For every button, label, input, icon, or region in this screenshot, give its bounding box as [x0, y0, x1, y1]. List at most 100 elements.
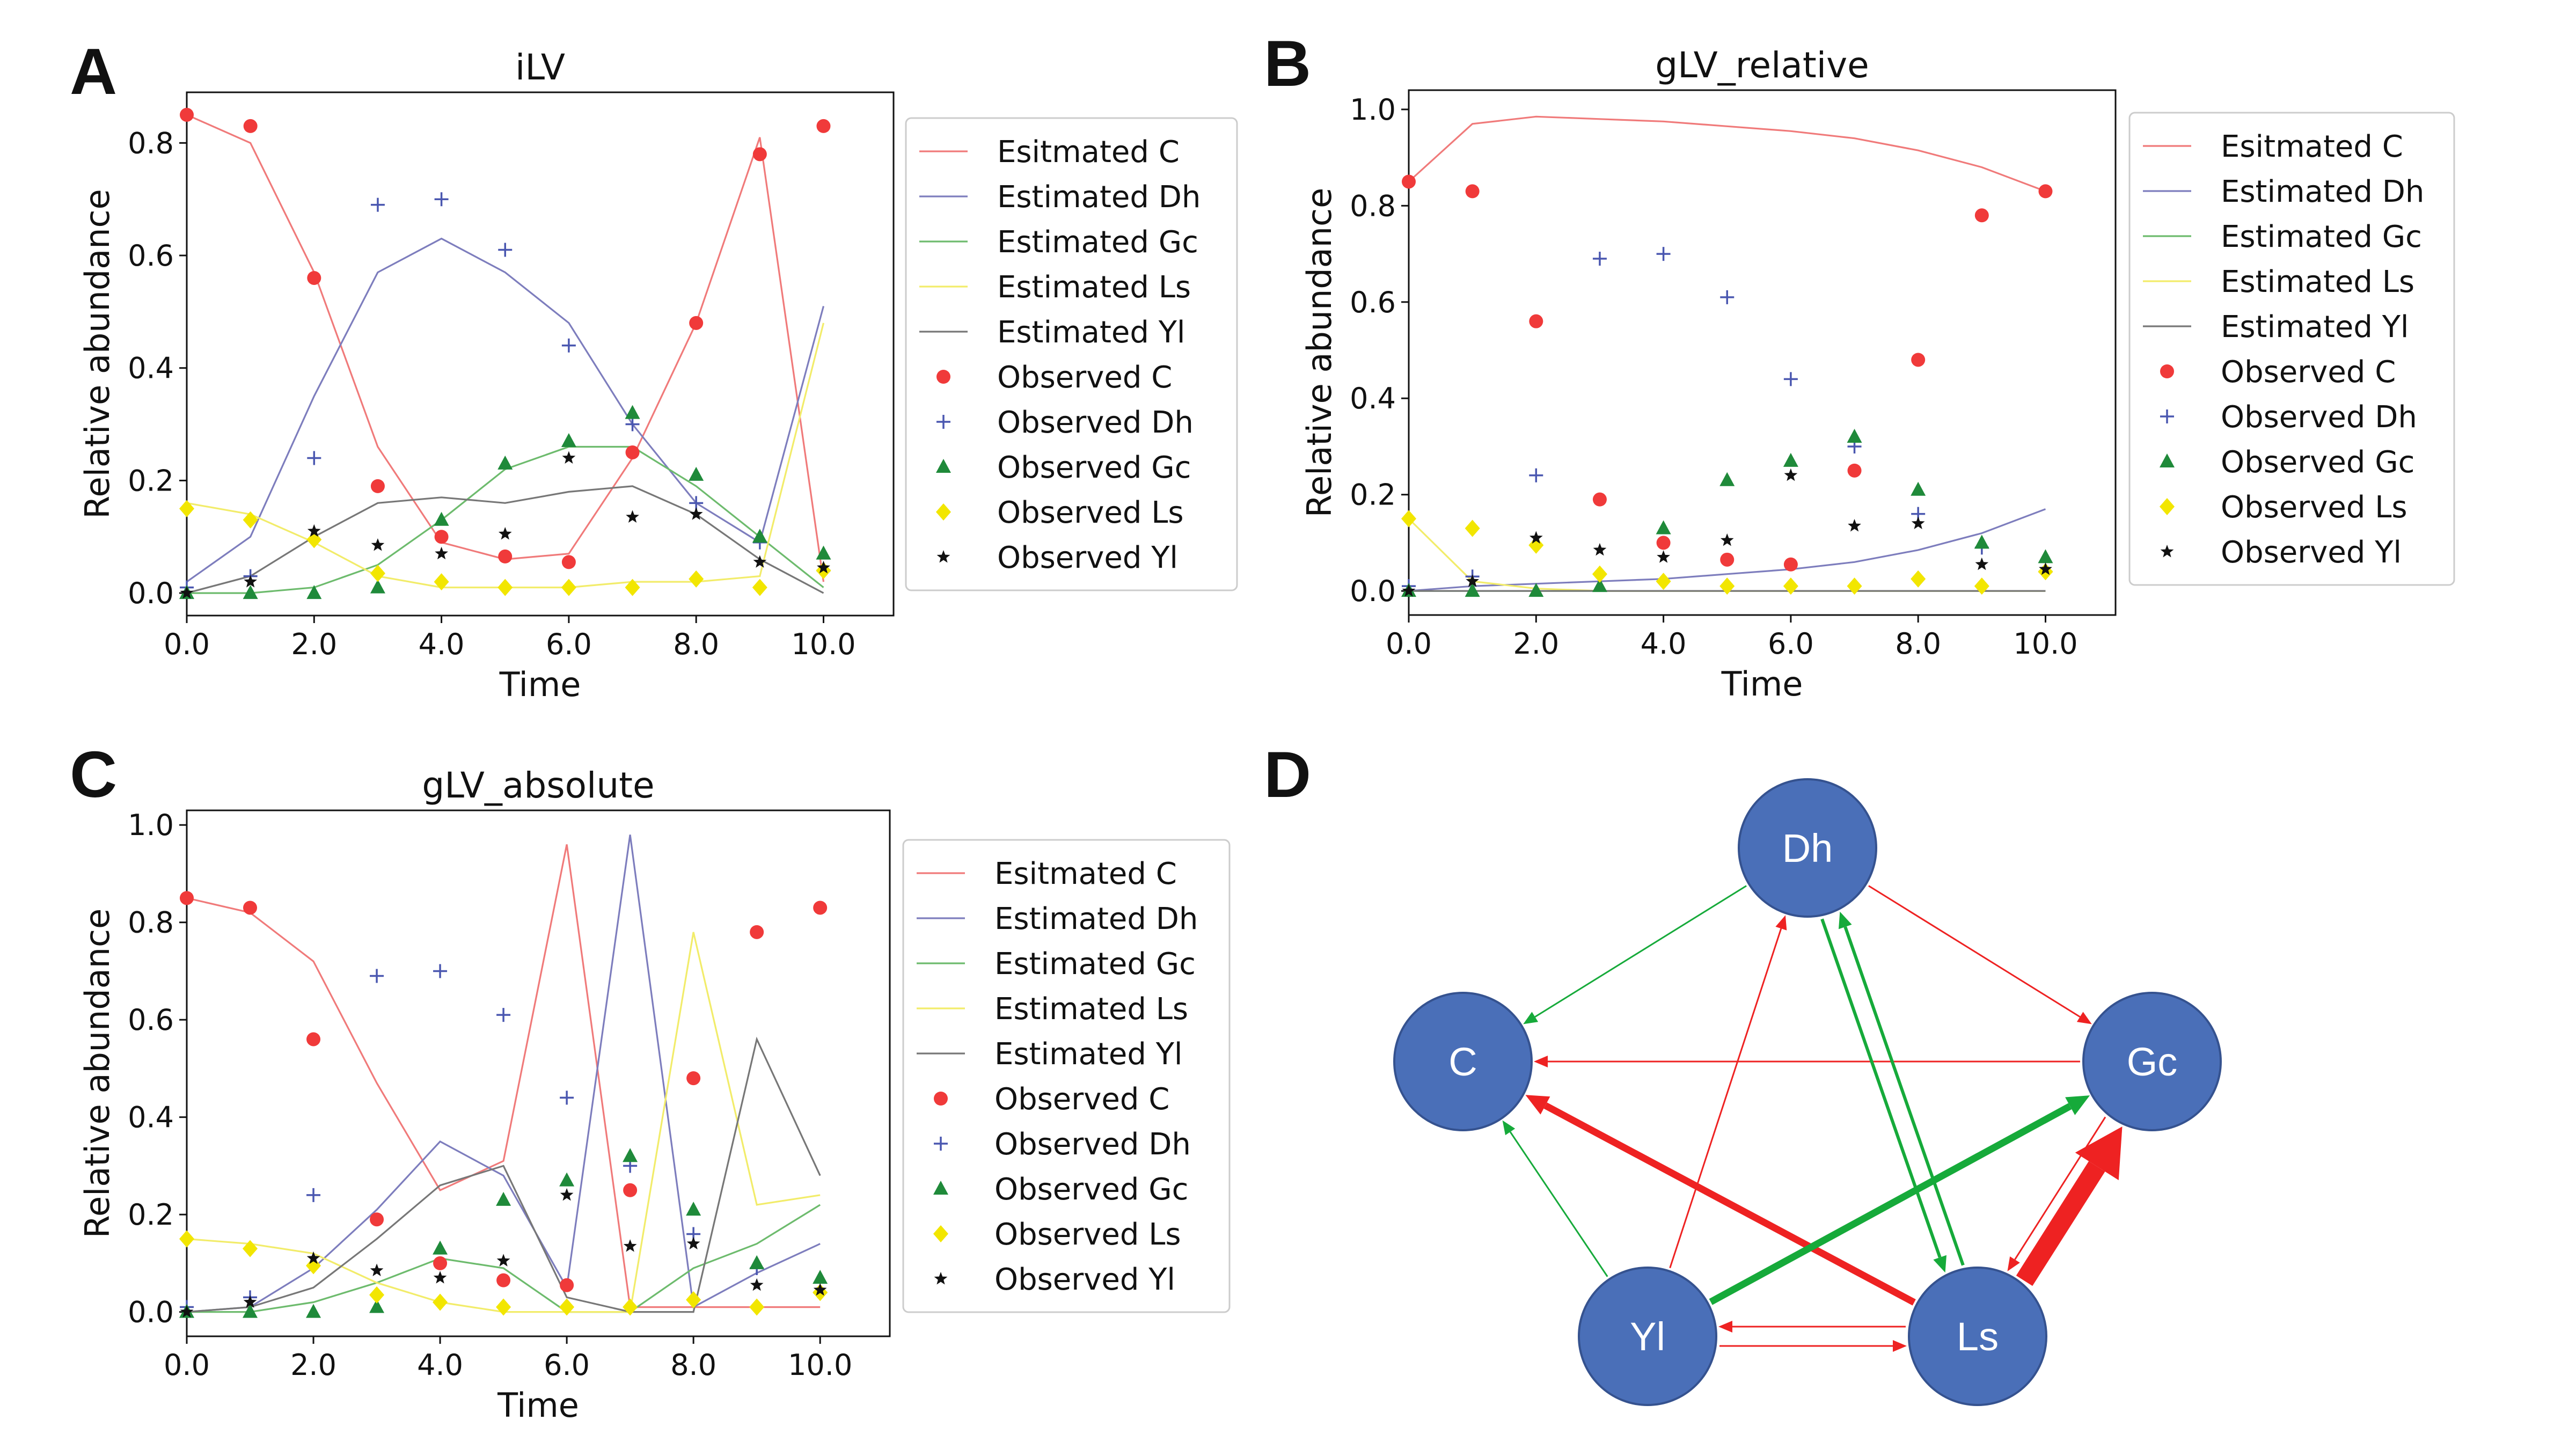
chart-c-point-observed-yl — [496, 1254, 510, 1267]
chart-c-point-observed-gc — [623, 1148, 638, 1162]
chart-c-legend-label: Estimated Dh — [994, 902, 1198, 936]
chart-b-point-observed-ls — [1656, 573, 1671, 590]
chart-c-point-observed-yl — [306, 1251, 320, 1264]
chart-c-line-estimated-gc — [187, 1204, 821, 1313]
edge-yl-to-gc-arrowhead — [2065, 1095, 2090, 1115]
chart-b-point-observed-c — [1529, 314, 1543, 328]
chart-c-point-observed-c — [243, 901, 258, 915]
chart-c-legend-label: Observed Gc — [994, 1172, 1188, 1207]
network-panel-d: Dh C Gc Yl Ls — [1393, 778, 2222, 1406]
chart-b-x-tick-label: 10.0 — [2013, 627, 2077, 661]
chart-a-point-observed-gc — [497, 455, 513, 470]
chart-b-point-observed-ls — [1719, 577, 1735, 595]
chart-c-y-tick-label: 1.0 — [128, 808, 174, 842]
chart-b-legend-box — [2128, 112, 2455, 586]
chart-c-legend-label: Estimated Ls — [994, 992, 1188, 1027]
chart-c-x-tick-label: 0.0 — [164, 1348, 210, 1382]
chart-a-legend-label: Observed Ls — [997, 495, 1184, 530]
chart-a-point-observed-ls — [370, 565, 385, 582]
chart-c-point-observed-dh — [496, 1008, 511, 1022]
chart-c-point-observed-gc — [306, 1304, 321, 1318]
chart-b-legend-marker-ls — [2160, 498, 2175, 515]
chart-a-point-observed-yl — [626, 510, 639, 523]
chart-c-legend-box — [902, 839, 1231, 1313]
edge-gc-to-c-arrowhead — [1534, 1056, 1548, 1067]
chart-c-point-observed-c — [306, 1032, 321, 1046]
chart-b-point-observed-c — [1911, 353, 1926, 367]
chart-b-point-observed-yl — [1848, 519, 1861, 532]
node-label-dh: Dh — [1782, 826, 1833, 870]
edge-dh-to-ls — [1820, 918, 1942, 1258]
chart-a-point-observed-gc — [816, 545, 831, 560]
chart-a-x-tick-label: 4.0 — [419, 627, 465, 661]
chart-a-point-observed-yl — [371, 538, 385, 551]
edge-ls-to-gc-arrowhead — [2075, 1126, 2123, 1181]
chart-b-point-observed-yl — [1975, 557, 1989, 570]
chart-b-point-observed-c — [1720, 552, 1735, 567]
chart-a-point-observed-gc — [561, 433, 576, 447]
chart-b-point-observed-yl — [1529, 531, 1543, 544]
chart-b-x-tick-label: 0.0 — [1386, 627, 1432, 661]
panel-letter-d: D — [1264, 738, 1311, 811]
chart-a-legend-box — [905, 117, 1238, 591]
chart-a-point-observed-c — [689, 316, 704, 330]
chart-c-point-observed-yl — [686, 1236, 700, 1250]
chart-a-point-observed-gc — [370, 579, 385, 594]
chart-a-legend-label: Estimated Ls — [997, 270, 1191, 305]
panel-letter-c: C — [70, 738, 117, 811]
chart-c-point-observed-dh — [306, 1188, 321, 1202]
chart-b-point-observed-ls — [1911, 570, 1926, 588]
chart-c-point-observed-yl — [623, 1239, 637, 1252]
chart-b-legend-marker-yl — [2160, 545, 2174, 558]
edge-dh-to-c — [1534, 885, 1747, 1018]
chart-a-legend-label: Esitmated C — [997, 135, 1180, 170]
chart-c-legend-label: Observed C — [994, 1082, 1169, 1117]
chart-c-point-observed-yl — [370, 1263, 384, 1276]
chart-b-point-observed-ls — [1974, 577, 1989, 595]
chart-c-point-observed-dh — [560, 1091, 574, 1105]
chart-b-point-observed-dh — [1720, 290, 1735, 304]
chart-a-point-observed-dh — [625, 417, 640, 431]
chart-a-point-observed-c — [243, 119, 258, 133]
chart-b-x-tick-label: 4.0 — [1641, 627, 1687, 661]
chart-a-point-observed-dh — [370, 197, 385, 212]
node-label-gc: Gc — [2127, 1040, 2178, 1084]
chart-b-point-observed-ls — [1465, 519, 1480, 537]
chart-c-point-observed-ls — [559, 1298, 575, 1316]
chart-c-point-observed-yl — [433, 1271, 447, 1284]
chart-a-y-tick-label: 0.2 — [128, 464, 174, 497]
chart-b-point-observed-yl — [1466, 574, 1479, 587]
chart-a-legend-marker-c — [936, 370, 950, 384]
chart-panel-b: gLV_relative Time Relative abundance 0.0 2.0… — [1300, 45, 2455, 704]
chart-c-point-observed-ls — [369, 1286, 385, 1304]
chart-panel-c: gLV_absolute Time Relative abundance 0.0 2.0… — [78, 765, 1231, 1425]
chart-b-point-observed-dh — [1529, 468, 1543, 482]
chart-c-point-observed-yl — [243, 1295, 257, 1308]
chart-c-point-observed-ls — [433, 1293, 448, 1311]
chart-b-point-observed-gc — [1911, 481, 1926, 496]
chart-b-point-observed-gc — [1719, 472, 1735, 486]
edge-yl-to-dh-arrowhead — [1775, 915, 1787, 931]
edge-dh-to-gc — [1868, 885, 2081, 1018]
chart-a-point-observed-yl — [435, 546, 448, 560]
chart-a-x-axis-label: Time — [499, 665, 581, 704]
edge-ls-to-gc — [2016, 1161, 2105, 1286]
panel-letter-a: A — [70, 35, 117, 108]
chart-c-point-observed-c — [433, 1256, 448, 1270]
chart-c-line-estimated-yl — [186, 1036, 821, 1313]
edge-yl-to-c-arrowhead — [1502, 1120, 1516, 1136]
chart-b-point-observed-gc — [1656, 520, 1671, 535]
chart-b-plot-area — [1408, 89, 2117, 616]
chart-a-legend-label: Estimated Gc — [997, 225, 1198, 260]
panel-letter-b: B — [1264, 27, 1311, 100]
chart-b-y-tick-label: 0.2 — [1350, 478, 1396, 512]
chart-a-plot-area — [186, 91, 895, 617]
chart-b-legend-marker-dh — [2160, 409, 2174, 423]
chart-c-point-observed-c — [623, 1183, 638, 1197]
chart-a-point-observed-gc — [306, 585, 322, 599]
chart-a-point-observed-ls — [434, 573, 449, 591]
chart-c-point-observed-gc — [243, 1304, 258, 1318]
chart-a-point-observed-c — [498, 549, 513, 564]
chart-a-legend-label: Estimated Dh — [997, 180, 1201, 215]
chart-b-point-observed-ls — [1847, 577, 1862, 595]
